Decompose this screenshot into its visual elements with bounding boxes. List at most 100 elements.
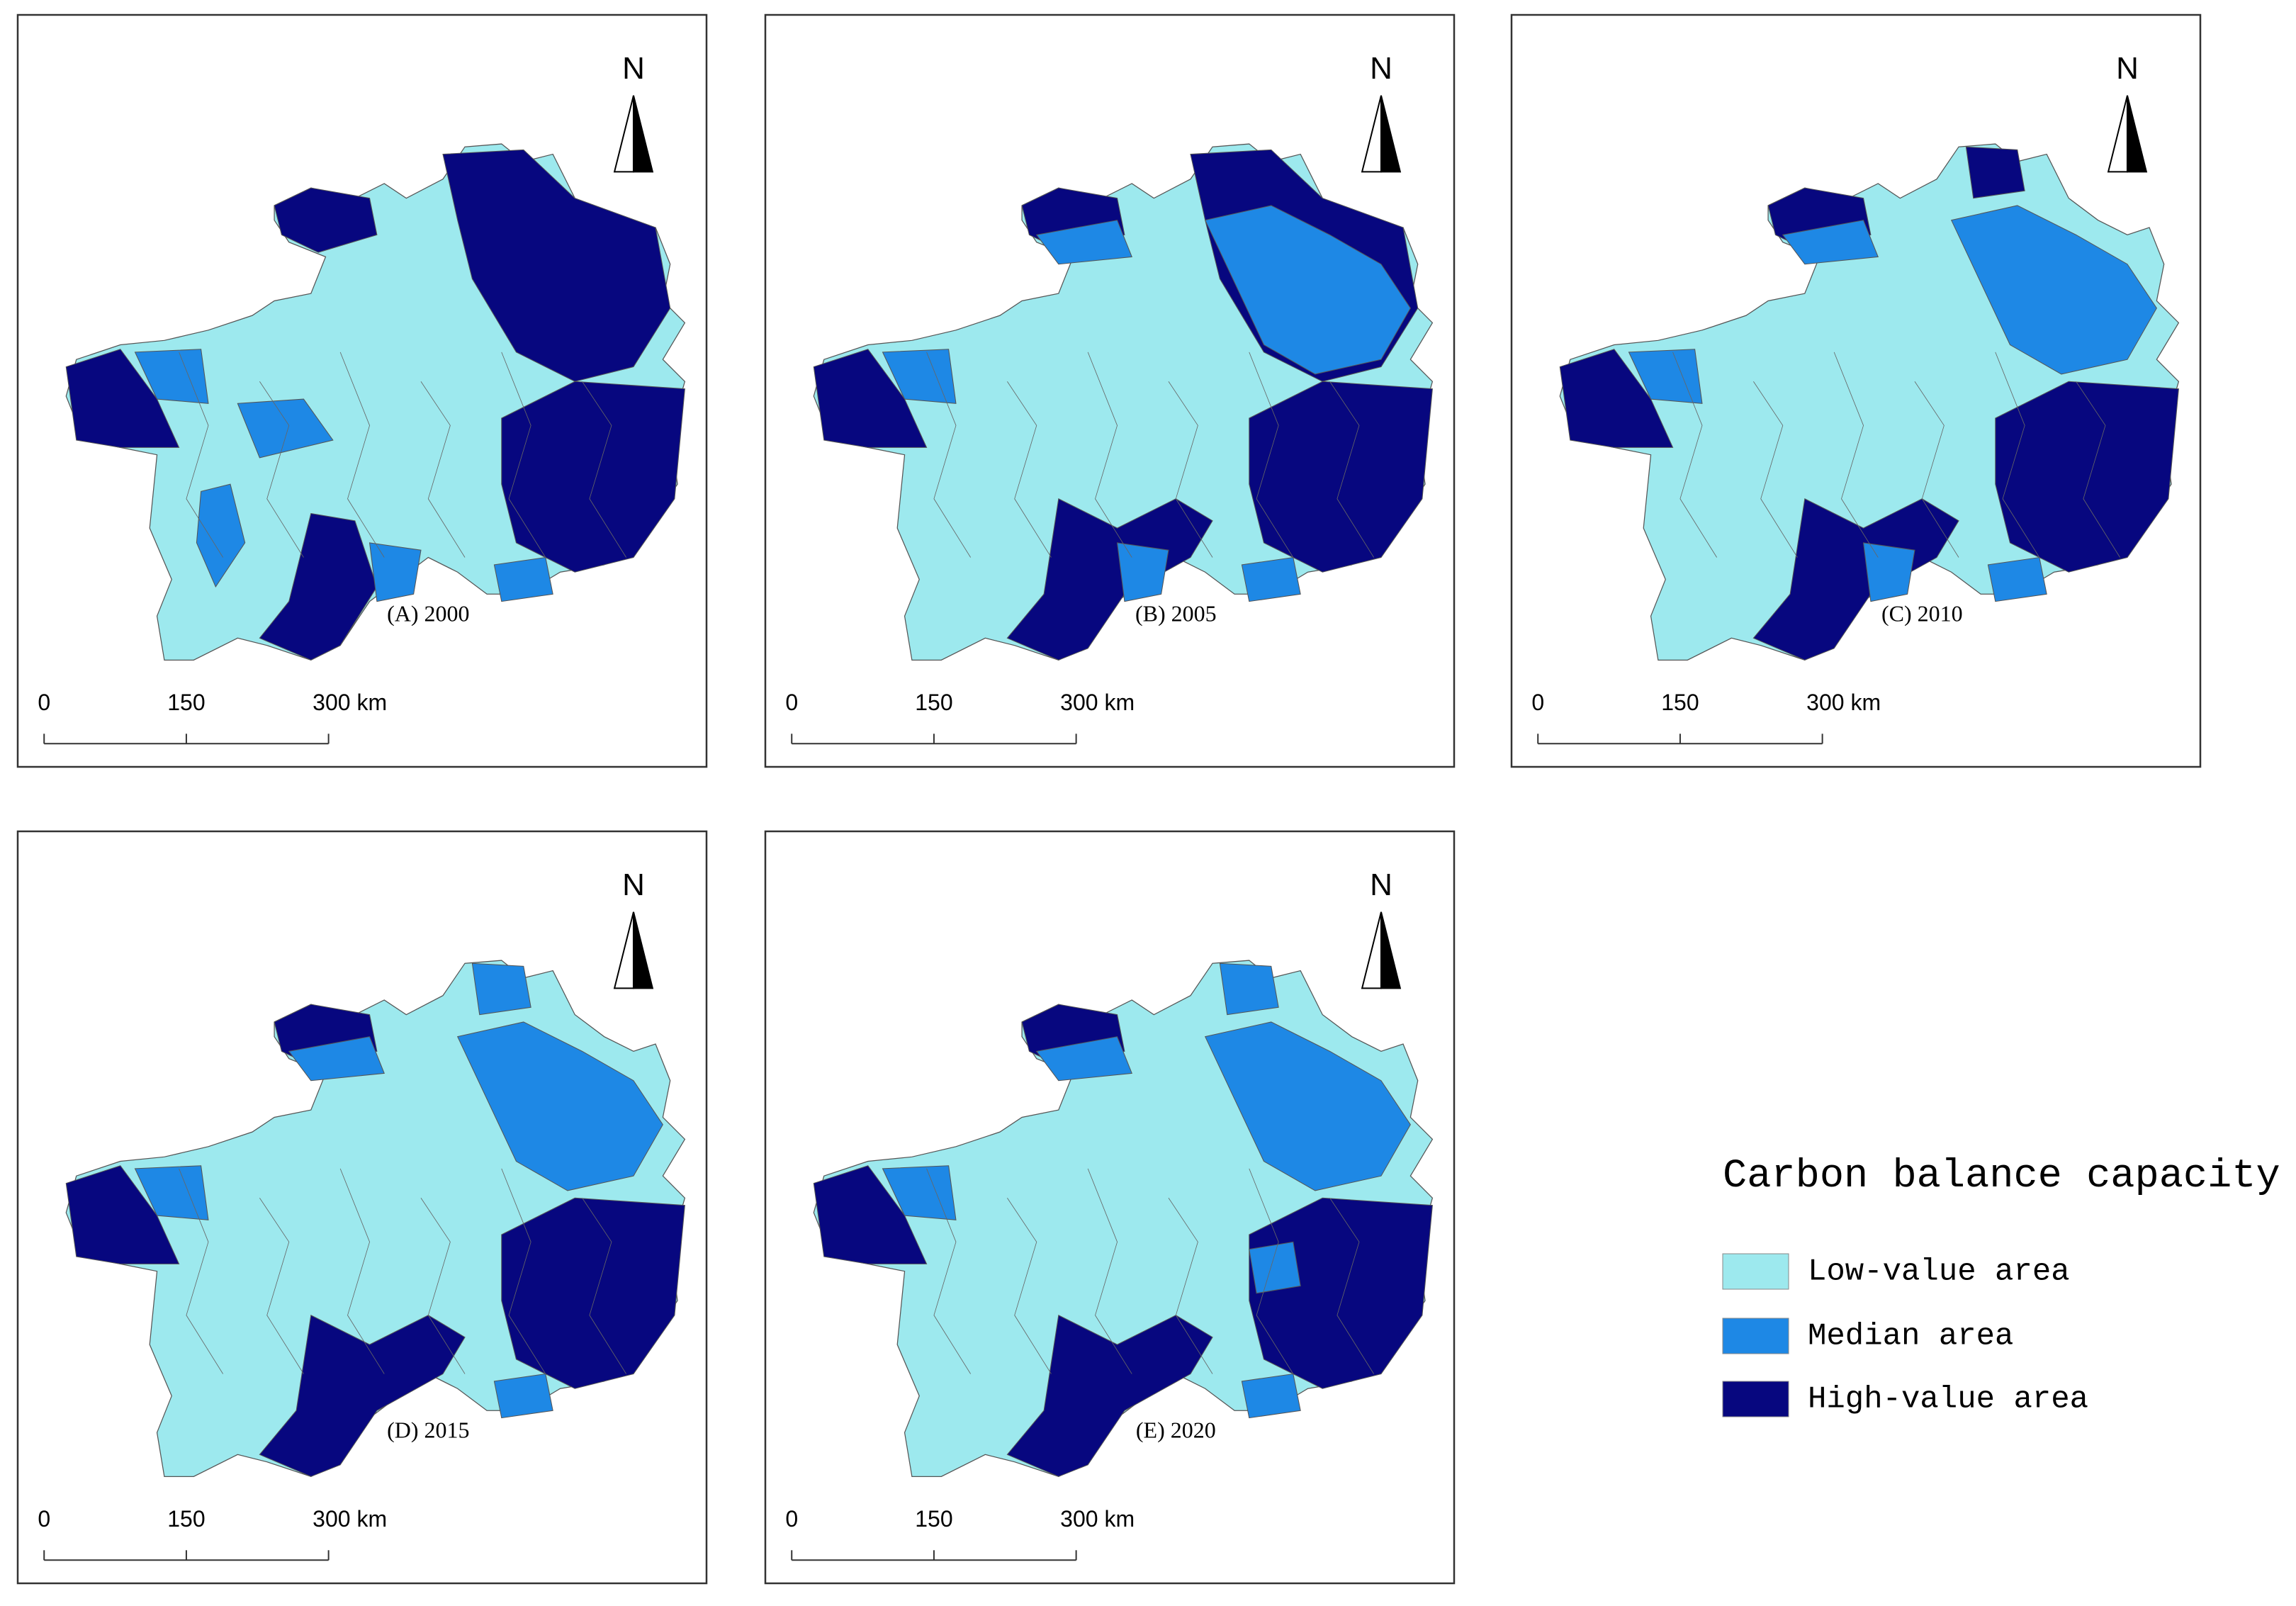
region: [1249, 1241, 1301, 1294]
county-boundary: [1168, 1198, 1213, 1374]
north-arrow-right: [1380, 95, 1402, 173]
region: [134, 1165, 209, 1220]
region: [1241, 556, 1301, 602]
county-boundary: [1833, 352, 1879, 558]
map: [65, 143, 686, 661]
county-boundary: [1249, 1168, 1294, 1374]
north-arrow-right: [632, 95, 654, 173]
county-boundary: [420, 1198, 466, 1374]
region: [501, 1197, 685, 1389]
panel-caption: (E) 2020: [1136, 1417, 1216, 1443]
scale-label: 300 km: [1806, 690, 1881, 715]
county-boundary: [1329, 1198, 1374, 1374]
north-label: N: [622, 51, 645, 86]
region: [813, 1165, 928, 1264]
legend-label: High-value area: [1808, 1382, 2088, 1417]
county-boundary: [1007, 1198, 1052, 1374]
map-panel: N 0 150 300 km (D) 2015: [16, 830, 708, 1585]
region: [1249, 381, 1433, 573]
region: [1219, 962, 1279, 1016]
region: [1965, 146, 2025, 199]
scale-label: 300 km: [1060, 690, 1135, 715]
north-label: N: [1370, 867, 1392, 902]
map: [813, 143, 1434, 661]
region: [1116, 542, 1169, 602]
county-boundary: [582, 381, 626, 558]
county-boundary: [339, 1168, 385, 1374]
north-arrow-right: [2126, 95, 2148, 173]
region: [493, 1373, 553, 1419]
north-label: N: [622, 867, 645, 902]
panel-caption: (A) 2000: [387, 601, 469, 627]
panel-caption: (C) 2010: [1881, 601, 1963, 627]
region: [1782, 220, 1879, 265]
region: [471, 962, 531, 1016]
region: [442, 149, 671, 382]
region: [1241, 1373, 1301, 1419]
legend-swatch: [1722, 1381, 1789, 1417]
county-boundary: [926, 1168, 972, 1374]
region: [288, 1036, 385, 1082]
region: [65, 349, 180, 448]
region: [501, 381, 685, 573]
county-boundary: [1753, 381, 1798, 558]
region: [196, 483, 246, 588]
map-panel: N 0 150 300 km (C) 2010: [1510, 13, 2202, 768]
region: [882, 1165, 957, 1220]
county-boundary: [501, 352, 546, 558]
map: [65, 960, 686, 1478]
scale-label: 0: [785, 690, 798, 715]
region: [882, 349, 957, 404]
county-boundary: [1007, 381, 1052, 558]
county-boundary: [2076, 381, 2120, 558]
county-boundary: [339, 352, 385, 558]
region: [1249, 1197, 1433, 1389]
panel-caption: (B) 2005: [1135, 601, 1217, 627]
region: [1987, 556, 2047, 602]
scale-label: 150: [915, 1506, 952, 1532]
scale-label: 150: [915, 690, 952, 715]
scale-label: 300 km: [313, 690, 387, 715]
legend-label: Median area: [1808, 1319, 2013, 1354]
region: [134, 349, 209, 404]
legend-swatch: [1722, 1253, 1789, 1290]
legend: Carbon balance capacity Low-value area Med…: [1722, 1154, 2280, 1417]
map: [1559, 143, 2180, 661]
region: [237, 398, 334, 459]
county-boundary: [582, 1198, 626, 1374]
legend-title: Carbon balance capacity: [1723, 1154, 2280, 1199]
scale-label: 0: [38, 690, 50, 715]
county-boundary: [1087, 1168, 1132, 1374]
county-boundary: [1087, 352, 1132, 558]
scale-label: 0: [785, 1506, 798, 1532]
county-boundary: [926, 352, 972, 558]
north-label: N: [1370, 51, 1392, 86]
county-boundary: [179, 352, 224, 558]
scale-label: 150: [1661, 690, 1699, 715]
region: [1204, 205, 1411, 375]
county-boundary: [420, 381, 466, 558]
region: [65, 1165, 180, 1264]
region: [259, 512, 378, 661]
scale-label: 0: [1531, 690, 1544, 715]
region: [456, 1021, 663, 1191]
scale-label: 300 km: [1060, 1506, 1135, 1532]
county-boundary: [501, 1168, 546, 1374]
county-boundary: [259, 381, 304, 558]
map: [813, 960, 1434, 1478]
county-boundary: [1329, 381, 1374, 558]
legend-swatch: [1722, 1318, 1789, 1354]
north-arrow-right: [632, 911, 654, 989]
region: [1559, 349, 1674, 448]
region: [1995, 381, 2179, 573]
panel-caption: (D) 2015: [387, 1417, 469, 1443]
county-boundary: [179, 1168, 224, 1374]
north-arrow-right: [1380, 911, 1402, 989]
scale-label: 0: [38, 1506, 50, 1532]
scale-label: 300 km: [313, 1506, 387, 1532]
map-panel: N 0 150 300 km (A) 2000: [16, 13, 708, 768]
region: [274, 187, 378, 253]
county-boundary: [259, 1198, 304, 1374]
county-boundary: [1168, 381, 1213, 558]
